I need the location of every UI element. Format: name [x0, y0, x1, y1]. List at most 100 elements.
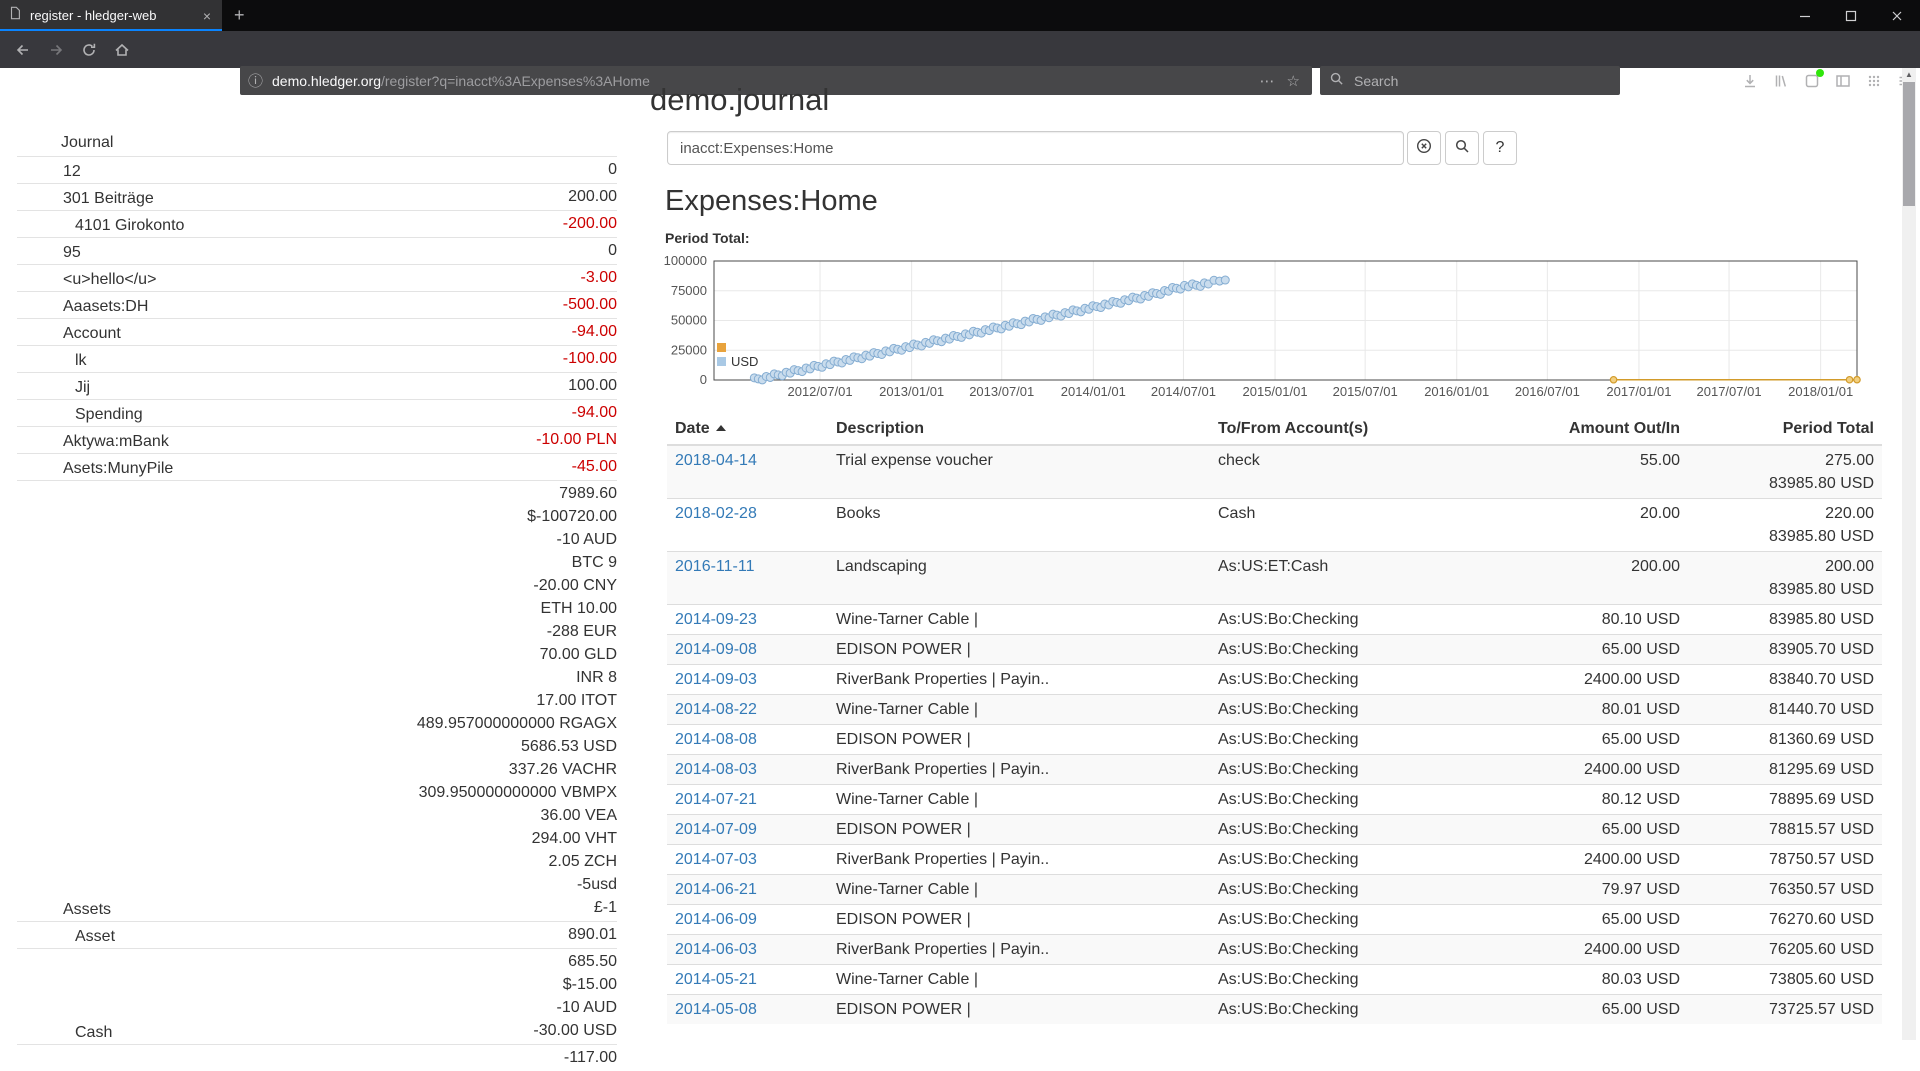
account-link[interactable]: Jij [75, 379, 91, 396]
back-button[interactable] [8, 35, 38, 65]
scroll-up-icon[interactable]: ▲ [1905, 70, 1913, 79]
transaction-date-link[interactable]: 2014-09-23 [675, 611, 757, 628]
account-balance: 100.00 [568, 374, 617, 397]
transaction-date-link[interactable]: 2016-11-11 [675, 558, 755, 575]
period-total-line: 78750.57 USD [1769, 851, 1874, 868]
account-link[interactable]: 301 Beiträge [63, 190, 154, 207]
journal-link[interactable]: Journal [61, 134, 114, 151]
column-date[interactable]: Date [667, 414, 828, 446]
address-bar[interactable]: ⓘ demo.hledger.org/register?q=inacct%3AE… [240, 66, 1312, 95]
column-description[interactable]: Description [828, 414, 1210, 446]
period-total-line: 81360.69 USD [1769, 731, 1874, 748]
transaction-date-link[interactable]: 2014-07-09 [675, 821, 757, 838]
register-row: 2014-08-03 RiverBank Properties | Payin..… [667, 754, 1882, 785]
sidebar-toggle-icon[interactable] [1835, 73, 1851, 89]
account-link[interactable]: Aktywa:mBank [63, 433, 169, 450]
register-row: 2016-11-11 Landscaping As:US:ET:Cash 200.00… [667, 551, 1882, 605]
column-amount[interactable]: Amount Out/In [1510, 414, 1688, 446]
forward-button[interactable] [41, 35, 71, 65]
transaction-date-link[interactable]: 2014-08-03 [675, 761, 757, 778]
page-actions-icon[interactable]: ⋯ [1259, 72, 1276, 90]
balance-amount: -200.00 [562, 215, 617, 232]
transaction-date-link[interactable]: 2014-08-08 [675, 731, 757, 748]
balance-amount: 100.00 [568, 377, 617, 394]
period-total-cell: 83905.70 USD [1688, 634, 1882, 665]
amount-cell: 200.00 [1510, 551, 1688, 605]
register-row: 2014-08-08 EDISON POWER | As:US:Bo:Checkin… [667, 724, 1882, 755]
home-button[interactable] [107, 35, 137, 65]
site-info-icon[interactable]: ⓘ [248, 73, 264, 90]
period-total-cell: 78750.57 USD [1688, 844, 1882, 875]
transaction-date-link[interactable]: 2014-05-08 [675, 1001, 757, 1018]
browser-search-bar[interactable] [1320, 66, 1620, 95]
period-total-line: 83985.80 USD [1769, 475, 1874, 492]
description-cell: EDISON POWER | [828, 814, 1210, 845]
grid-icon[interactable] [1866, 73, 1882, 89]
tab-favicon-icon [8, 6, 22, 25]
account-link[interactable]: Cash [75, 1024, 113, 1041]
account-cell: As:US:Bo:Checking [1210, 874, 1510, 905]
column-account[interactable]: To/From Account(s) [1210, 414, 1510, 446]
account-link[interactable]: 95 [63, 244, 81, 261]
date-cell: 2014-07-09 [667, 814, 828, 845]
tab-close-icon[interactable]: × [202, 7, 211, 24]
date-cell: 2016-11-11 [667, 551, 828, 605]
clear-query-button[interactable] [1407, 131, 1441, 165]
transaction-date-link[interactable]: 2014-08-22 [675, 701, 757, 718]
description-cell: Books [828, 498, 1210, 552]
period-total-line: 73725.57 USD [1769, 1001, 1874, 1018]
account-balance: -200.00 [563, 212, 617, 235]
balance-amount: -3.00 [580, 269, 617, 286]
bookmark-star-icon[interactable]: ☆ [1286, 72, 1300, 90]
transaction-date-link[interactable]: 2014-09-08 [675, 641, 757, 658]
account-link[interactable]: 12 [63, 163, 81, 180]
transaction-date-link[interactable]: 2014-06-09 [675, 911, 757, 928]
journal-title: demo.journal [650, 82, 830, 117]
account-link[interactable]: lk [75, 352, 87, 369]
transaction-date-link[interactable]: 2014-06-03 [675, 941, 757, 958]
transaction-date-link[interactable]: 2014-05-21 [675, 971, 757, 988]
transaction-date-link[interactable]: 2014-07-21 [675, 791, 757, 808]
help-button[interactable]: ? [1483, 131, 1517, 165]
description-cell: EDISON POWER | [828, 724, 1210, 755]
account-balance: -94.00 [572, 320, 617, 343]
account-link[interactable]: Spending [75, 406, 143, 423]
account-link[interactable]: Asets:MunyPile [63, 460, 174, 477]
description-cell: Wine-Tarner Cable | [828, 964, 1210, 995]
reload-button[interactable] [74, 35, 104, 65]
browser-tab[interactable]: register - hledger-web × [0, 0, 222, 31]
amount-cell: 2400.00 USD [1510, 664, 1688, 695]
register-row: 2014-08-22 Wine-Tarner Cable | As:US:Bo:Ch… [667, 694, 1882, 725]
transaction-date-link[interactable]: 2018-02-28 [675, 505, 757, 522]
date-cell: 2014-06-03 [667, 934, 828, 965]
account-link[interactable]: <u>hello</u> [63, 271, 157, 288]
transaction-date-link[interactable]: 2014-06-21 [675, 881, 757, 898]
scrollbar-thumb[interactable] [1903, 82, 1915, 206]
extension-icon[interactable] [1804, 68, 1824, 89]
query-input[interactable] [667, 131, 1404, 165]
new-tab-button[interactable]: + [234, 5, 245, 25]
transaction-date-link[interactable]: 2018-04-14 [675, 452, 757, 469]
account-link[interactable]: Assets [63, 901, 112, 918]
column-period-total[interactable]: Period Total [1688, 414, 1882, 446]
period-total-cell: 76350.57 USD [1688, 874, 1882, 905]
browser-search-input[interactable] [1352, 71, 1611, 90]
account-row: 95 0 [17, 237, 617, 264]
library-icon[interactable] [1773, 73, 1789, 89]
balance-amount: 685.50 [568, 953, 617, 970]
extension-badge [1816, 68, 1824, 77]
downloads-icon[interactable] [1742, 73, 1758, 89]
register-row: 2014-06-03 RiverBank Properties | Payin..… [667, 934, 1882, 965]
amount-cell: 65.00 USD [1510, 994, 1688, 1024]
window-maximize-button[interactable] [1828, 0, 1874, 31]
account-link[interactable]: Account [63, 325, 121, 342]
account-link[interactable]: Aaasets:DH [63, 298, 149, 315]
window-minimize-button[interactable] [1782, 0, 1828, 31]
account-link[interactable]: Asset [75, 928, 116, 945]
search-button[interactable] [1445, 131, 1479, 165]
transaction-date-link[interactable]: 2014-09-03 [675, 671, 757, 688]
account-link[interactable]: 4101 Girokonto [75, 217, 185, 234]
transaction-date-link[interactable]: 2014-07-03 [675, 851, 757, 868]
scrollbar[interactable]: ▲ [1902, 68, 1916, 1040]
window-close-button[interactable] [1874, 0, 1920, 31]
